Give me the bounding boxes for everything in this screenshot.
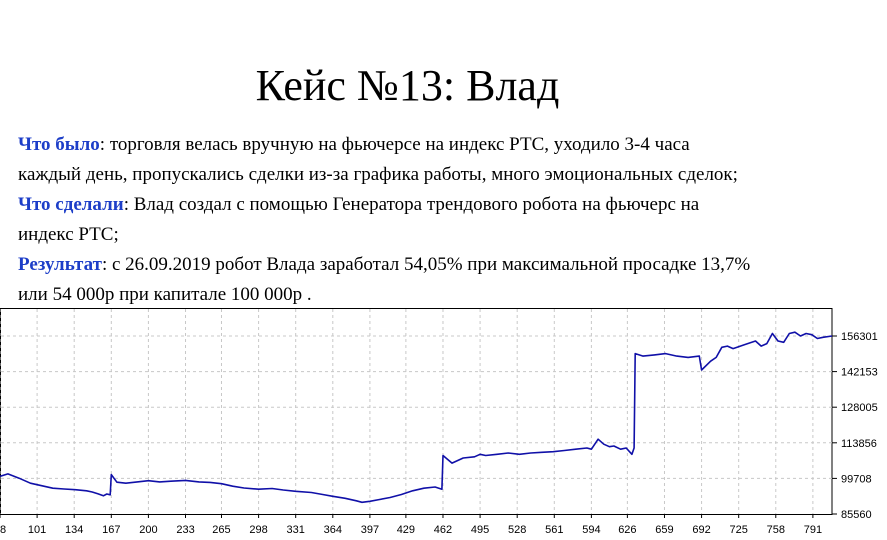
x-tick-label: 725 xyxy=(730,524,748,536)
text-result: с 26.09.2019 робот Влада заработал 54,05… xyxy=(107,254,751,275)
x-tick-label: 397 xyxy=(361,524,379,536)
y-tick-label: 85560 xyxy=(841,509,872,521)
x-tick-label: 200 xyxy=(139,524,157,536)
x-tick-label: 134 xyxy=(65,524,83,536)
x-tick-label: 101 xyxy=(28,524,46,536)
y-tick-label: 142153 xyxy=(841,367,878,379)
x-tick-label: 167 xyxy=(102,524,120,536)
x-tick-label: 659 xyxy=(655,524,673,536)
slide-title: Кейс №13: Влад xyxy=(255,61,560,110)
paragraph-result: Результат: с 26.09.2019 робот Влада зара… xyxy=(18,250,863,310)
sep-result: : xyxy=(101,254,108,275)
equity-line xyxy=(0,331,833,504)
x-tick-label: 429 xyxy=(397,524,415,536)
x-tick-label: 364 xyxy=(324,524,342,536)
y-tick-label: 156301 xyxy=(841,331,878,343)
x-tick-label: 298 xyxy=(249,524,267,536)
label-before: Что было xyxy=(18,134,100,155)
x-tick-label: 791 xyxy=(804,524,822,536)
x-tick-label: 331 xyxy=(287,524,305,536)
paragraph-before: Что было: торговля велась вручную на фью… xyxy=(18,130,863,190)
y-tick-label: 128005 xyxy=(841,402,878,414)
x-tick-label: 265 xyxy=(212,524,230,536)
x-tick-label: 233 xyxy=(176,524,194,536)
y-tick-label: 99708 xyxy=(841,473,872,485)
text-before: торговля велась вручную на фьючерсе на и… xyxy=(105,134,690,155)
text-result-cont: или 54 000р при капитале 100 000р . xyxy=(18,284,312,305)
sep-done: : xyxy=(123,194,129,215)
text-done: Влад создал с помощью Генератора трендов… xyxy=(128,194,700,215)
y-tick-label: 113856 xyxy=(841,438,877,450)
label-result: Результат xyxy=(18,254,102,275)
label-done: Что сделали xyxy=(18,194,124,215)
x-tick-label: 692 xyxy=(692,524,710,536)
x-tick-label: 68 xyxy=(0,524,6,536)
x-tick-label: 462 xyxy=(434,524,452,536)
x-tick-label: 561 xyxy=(545,524,563,536)
paragraph-done: Что сделали: Влад создал с помощью Генер… xyxy=(18,190,863,250)
x-tick-label: 626 xyxy=(618,524,636,536)
x-tick-label: 495 xyxy=(471,524,489,536)
case-description: Что было: торговля велась вручную на фью… xyxy=(18,130,863,310)
text-done-cont: индекс РТС; xyxy=(18,224,119,245)
text-before-cont: каждый день, пропускались сделки из-за г… xyxy=(18,164,738,185)
x-tick-label: 528 xyxy=(508,524,526,536)
equity-chart: 156301 142153 128005 113856 99708 85560 68 101 1… xyxy=(0,308,878,536)
sep-before: : xyxy=(99,134,106,155)
x-tick-label: 758 xyxy=(767,524,785,536)
x-tick-label: 594 xyxy=(582,524,600,536)
